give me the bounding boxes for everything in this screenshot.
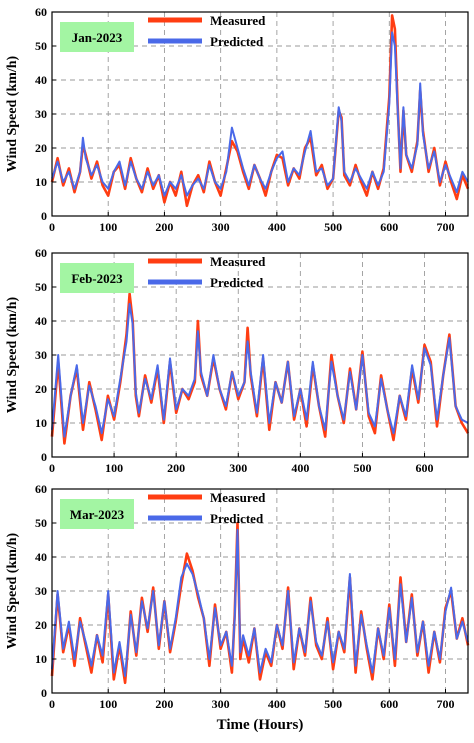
x-tick-label: 600 — [416, 461, 434, 475]
y-tick-label: 60 — [35, 5, 47, 19]
x-axis-label: Time (Hours) — [217, 717, 304, 733]
y-axis-label: Wind Speed (km/h) — [5, 532, 20, 649]
series-line-predicted — [51, 528, 469, 677]
x-tick-label: 0 — [49, 220, 55, 234]
x-tick-label: 0 — [49, 697, 55, 711]
legend-label-measured: Measured — [210, 254, 266, 269]
y-tick-label: 40 — [35, 73, 47, 87]
y-tick-label: 0 — [41, 450, 47, 464]
y-axis-label: Wind Speed (km/h) — [5, 55, 20, 172]
y-tick-label: 40 — [35, 314, 47, 328]
series-line-predicted — [51, 31, 469, 197]
x-tick-label: 0 — [49, 461, 55, 475]
x-tick-label: 700 — [437, 220, 455, 234]
x-tick-label: 500 — [353, 461, 371, 475]
chart-panel-2: 0 100 200 300 400 500 600 0 10 20 30 40 50 60 Wind Spe… — [5, 246, 470, 475]
y-tick-label: 40 — [35, 550, 47, 564]
x-tick-label: 400 — [291, 461, 309, 475]
month-label: Mar-2023 — [70, 507, 125, 522]
legend-label-predicted: Predicted — [210, 275, 264, 290]
x-tick-label: 200 — [167, 461, 185, 475]
series-line-predicted — [51, 303, 469, 438]
x-tick-label: 100 — [99, 697, 117, 711]
x-tick-label: 700 — [437, 697, 455, 711]
legend-label-measured: Measured — [210, 490, 266, 505]
y-tick-label: 50 — [35, 39, 47, 53]
y-tick-label: 10 — [35, 416, 47, 430]
chart-panel-3: 0 100 200 300 400 500 600 700 0 10 20 30 40 50 60 Wind … — [5, 482, 470, 733]
x-tick-label: 500 — [324, 697, 342, 711]
y-tick-label: 60 — [35, 246, 47, 260]
month-label: Jan-2023 — [72, 30, 123, 45]
y-tick-label: 60 — [35, 482, 47, 496]
y-tick-label: 30 — [35, 107, 47, 121]
y-tick-label: 50 — [35, 280, 47, 294]
x-tick-label: 200 — [155, 220, 173, 234]
x-tick-label: 400 — [268, 697, 286, 711]
x-tick-label: 600 — [380, 697, 398, 711]
legend-label-measured: Measured — [210, 13, 266, 28]
y-tick-label: 20 — [35, 141, 47, 155]
chart-panel-1: 0 100 200 300 400 500 600 700 0 10 20 30 40 50 60 Wind … — [5, 5, 470, 234]
x-tick-label: 600 — [380, 220, 398, 234]
x-tick-label: 200 — [155, 697, 173, 711]
x-tick-label: 300 — [212, 697, 230, 711]
y-tick-label: 50 — [35, 516, 47, 530]
legend-label-predicted: Predicted — [210, 511, 264, 526]
x-tick-label: 300 — [212, 220, 230, 234]
y-tick-label: 20 — [35, 618, 47, 632]
y-tick-label: 0 — [41, 686, 47, 700]
y-tick-label: 0 — [41, 209, 47, 223]
month-label-box — [60, 263, 134, 293]
y-tick-label: 30 — [35, 348, 47, 362]
y-tick-label: 20 — [35, 382, 47, 396]
y-tick-label: 10 — [35, 175, 47, 189]
y-axis-label: Wind Speed (km/h) — [5, 296, 20, 413]
x-tick-label: 100 — [99, 220, 117, 234]
x-tick-label: 500 — [324, 220, 342, 234]
legend-label-predicted: Predicted — [210, 34, 264, 49]
month-label-box — [60, 499, 134, 529]
x-tick-label: 400 — [268, 220, 286, 234]
month-label: Feb-2023 — [71, 271, 123, 286]
y-tick-label: 30 — [35, 584, 47, 598]
x-tick-label: 300 — [229, 461, 247, 475]
y-tick-label: 10 — [35, 652, 47, 666]
x-tick-label: 100 — [105, 461, 123, 475]
month-label-box — [60, 22, 134, 52]
